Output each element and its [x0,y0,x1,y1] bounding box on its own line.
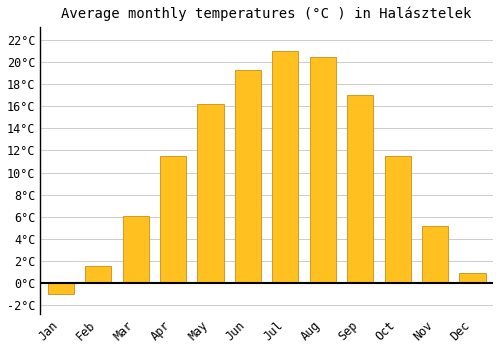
Bar [48,283,74,294]
Bar [235,70,261,283]
Bar [460,273,485,283]
Bar [422,225,448,283]
Bar [85,266,112,283]
Bar [272,51,298,283]
Bar [160,156,186,283]
Title: Average monthly temperatures (°C ) in Halásztelek: Average monthly temperatures (°C ) in Ha… [62,7,472,21]
Bar [310,57,336,283]
Bar [198,104,224,283]
Bar [122,216,149,283]
Bar [347,95,374,283]
Bar [384,156,410,283]
